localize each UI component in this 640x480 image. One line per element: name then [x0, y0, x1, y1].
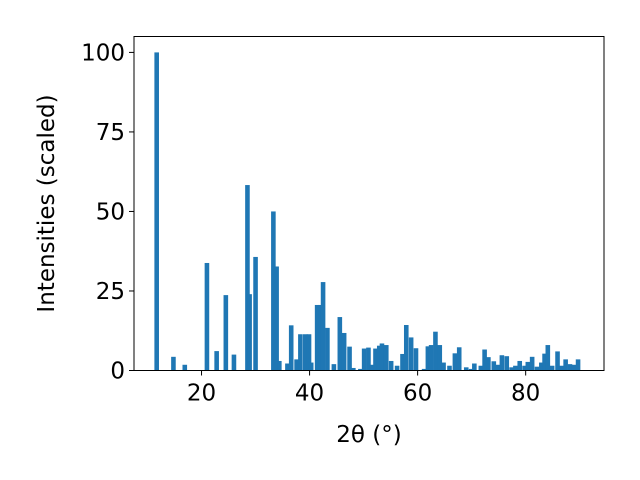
bar [294, 359, 299, 371]
bar [214, 351, 219, 371]
bar [539, 362, 544, 371]
bar [245, 185, 250, 371]
bar [408, 337, 414, 371]
bar [318, 304, 323, 371]
bar [456, 347, 462, 371]
bar [517, 360, 523, 371]
bar [491, 361, 497, 371]
bar [495, 364, 501, 371]
bar [361, 348, 367, 371]
bar [182, 364, 188, 371]
bar [347, 346, 352, 371]
bar [306, 334, 312, 371]
bar [298, 334, 303, 371]
bar [394, 365, 400, 371]
bar [223, 295, 229, 371]
bar [314, 304, 320, 371]
bar [271, 211, 276, 371]
bar [366, 347, 371, 371]
bar [478, 365, 484, 371]
bar [499, 355, 505, 371]
bar [571, 364, 577, 371]
bar [534, 366, 540, 371]
bar [320, 282, 326, 371]
bar [277, 360, 282, 371]
bar [463, 367, 469, 371]
bar [388, 360, 394, 371]
bar [522, 365, 527, 371]
bar [383, 345, 389, 371]
bar [545, 345, 551, 371]
bar [285, 363, 290, 371]
bar [274, 266, 279, 371]
x-tick-label: 80 [511, 381, 540, 407]
bar [428, 345, 434, 371]
bar [351, 367, 356, 371]
bar [369, 364, 375, 371]
bar [337, 317, 343, 371]
bar [447, 365, 452, 371]
bar [468, 368, 474, 371]
bar [331, 364, 337, 371]
bar [542, 353, 547, 371]
bar [433, 331, 438, 371]
bar [341, 332, 347, 371]
bar [204, 262, 210, 371]
bar [373, 348, 378, 371]
bar [379, 343, 385, 371]
bar [525, 361, 531, 371]
bar [549, 365, 555, 371]
bar [376, 345, 382, 371]
bars-group [154, 52, 581, 371]
bar [441, 362, 446, 371]
bar [288, 325, 294, 371]
x-axis-ticks: 20 40 60 80 [187, 370, 540, 407]
bar [403, 325, 409, 371]
bar [486, 357, 491, 371]
bar [253, 256, 258, 371]
bar [308, 362, 314, 371]
bar [400, 353, 405, 371]
x-tick-label: 60 [403, 381, 432, 407]
bar [563, 359, 568, 371]
y-axis-ticks: 0 25 50 75 100 [81, 40, 134, 385]
y-tick-label: 0 [110, 359, 125, 385]
bar [154, 52, 159, 371]
x-tick-label: 40 [295, 381, 324, 407]
plot-frame [133, 36, 605, 371]
bar [425, 346, 431, 371]
bar [575, 359, 581, 371]
bar [452, 353, 458, 371]
bar [413, 348, 419, 371]
bar [437, 345, 443, 371]
bar [171, 356, 176, 371]
bar [247, 294, 252, 371]
x-axis-label: 2θ (°) [336, 422, 401, 448]
bar [421, 368, 427, 371]
bar [482, 349, 487, 371]
bar [472, 363, 477, 371]
bar [555, 351, 560, 371]
bar [504, 356, 510, 371]
bar [559, 365, 564, 371]
y-tick-label: 75 [96, 120, 125, 146]
bar [231, 354, 237, 371]
bar [513, 365, 518, 371]
bar [529, 356, 535, 371]
bar [325, 327, 330, 371]
y-tick-label: 50 [96, 199, 125, 225]
y-tick-label: 100 [81, 40, 125, 66]
bar [567, 364, 573, 371]
bar [509, 367, 514, 371]
y-axis-label: Intensities (scaled) [34, 94, 60, 312]
y-tick-label: 25 [96, 279, 125, 305]
x-tick-label: 20 [187, 381, 216, 407]
bar [302, 334, 308, 371]
bar [358, 368, 363, 371]
